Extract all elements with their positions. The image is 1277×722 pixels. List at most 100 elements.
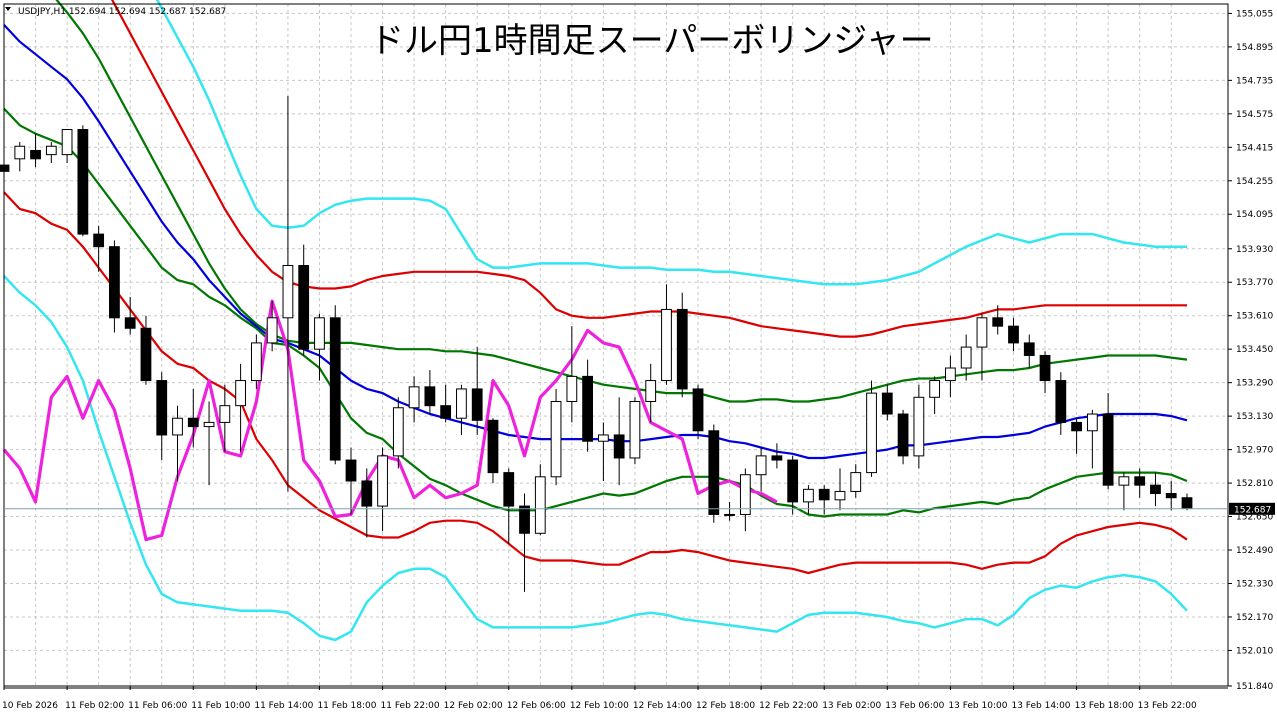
candle-body-down [519,505,530,534]
x-tick-label: 13 Feb 22:00 [1138,701,1197,711]
candle [471,347,483,435]
candle [755,447,767,492]
candle [361,468,373,538]
y-tick-label: 151.840 [1236,682,1273,692]
candle-body-down [487,419,499,474]
candle [456,384,467,435]
y-tick-label: 152.010 [1236,646,1273,656]
candle-body-down [787,459,799,503]
collapse-triangle-icon[interactable] [5,7,11,11]
candle-body-up [834,490,846,501]
sma-line [3,24,1188,460]
candle [1008,317,1019,352]
candle [1118,472,1130,511]
candle [1039,351,1051,394]
candle-body-down [881,392,893,415]
candle-body-down [298,265,310,350]
candle [645,363,657,423]
candle-body-up [913,396,925,457]
candle [1023,334,1035,369]
candle-body-down [1071,421,1082,432]
candle [14,142,26,172]
candle [124,296,136,335]
candle [850,464,862,498]
candle [881,384,893,421]
candle-body-down [424,386,436,407]
candle-body-up [61,129,73,156]
candle [866,380,877,477]
candle-body-down [124,317,136,329]
candle-body-up [408,386,420,409]
candle-body-down [818,488,830,501]
x-tick-label: 13 Feb 18:00 [1075,701,1134,711]
candle [1150,472,1161,507]
candle-body-up [1086,413,1098,432]
candle-body-up [219,405,231,423]
y-tick-label: 154.415 [1236,143,1273,153]
candle-body-up [724,513,735,516]
candle [1071,418,1082,454]
candle-body-down [30,149,41,160]
candle-body-up [850,472,862,492]
candle [392,397,404,469]
candle-body-up [597,434,609,442]
candle [408,376,420,423]
candle-body-down [77,129,89,235]
candle-body-down [1134,476,1146,486]
candle-body-up [45,145,57,156]
candle-body-up [456,388,467,419]
candle-body-up [377,455,388,507]
candle [440,384,452,423]
candle-body-down [771,455,783,461]
candle [803,485,814,515]
y-tick-label: 154.255 [1236,177,1273,187]
y-tick-label: 153.130 [1236,412,1273,422]
x-tick-label: 11 Feb 14:00 [254,701,313,711]
x-tick-label: 12 Feb 18:00 [696,701,755,711]
candle [219,384,231,452]
candle [187,388,199,448]
candle-body-up [803,488,814,503]
candle-body-up [976,317,988,348]
y-tick-label: 153.610 [1236,312,1273,322]
candle [282,96,294,492]
chikou-span-line [2,299,778,542]
x-tick-label: 11 Feb 18:00 [317,701,376,711]
minus2-sigma-line [3,191,1188,575]
candle-body-down [440,405,452,419]
candle [534,464,546,536]
candle [992,305,1004,335]
candle-body-down [1165,493,1177,499]
candle [913,384,925,469]
candle-body-up [960,346,972,369]
candle-body-up [314,317,325,350]
candle-body-up [172,417,183,436]
x-tick-label: 12 Feb 02:00 [444,701,503,711]
candle-body-down [1150,484,1161,495]
candle-body-up [250,342,262,382]
candle [1181,493,1193,511]
candle [708,424,720,523]
candle [345,447,357,515]
candle [613,397,625,486]
candle-body-down [692,388,704,432]
candle-body-down [708,430,720,515]
candle [1165,480,1177,511]
candle [582,359,594,452]
candle [1086,409,1098,469]
x-tick-label: 12 Feb 14:00 [633,701,692,711]
candle [203,401,215,486]
candle-body-up [392,407,404,457]
y-tick-label: 153.290 [1236,379,1273,389]
candle [424,370,436,415]
candle [45,142,57,163]
x-tick-label: 13 Feb 10:00 [948,701,1007,711]
candle [566,326,578,423]
candle [661,284,672,385]
candle [109,240,120,333]
candle-body-down [471,388,483,421]
candle-body-down [1039,354,1051,382]
x-tick-label: 13 Feb 02:00 [822,701,881,711]
y-tick-label: 152.810 [1236,479,1273,489]
